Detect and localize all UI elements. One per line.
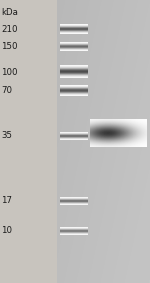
Text: 10: 10: [2, 226, 12, 235]
Text: 35: 35: [2, 131, 12, 140]
Text: 17: 17: [2, 196, 12, 205]
Text: 150: 150: [2, 42, 18, 51]
Text: 70: 70: [2, 86, 12, 95]
Bar: [0, 0, 57, 283]
Text: 210: 210: [2, 25, 18, 34]
Text: kDa: kDa: [2, 8, 18, 17]
Text: 100: 100: [2, 68, 18, 77]
